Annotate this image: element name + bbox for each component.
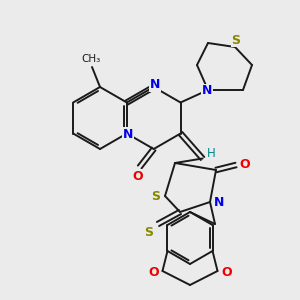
Text: H: H: [207, 147, 216, 160]
Text: N: N: [202, 85, 212, 98]
Text: H: H: [208, 148, 217, 161]
Text: O: O: [132, 169, 143, 182]
Text: CH₃: CH₃: [81, 54, 101, 64]
Text: S: S: [152, 190, 160, 203]
Text: O: O: [221, 266, 232, 280]
Text: N: N: [123, 128, 133, 141]
Text: O: O: [240, 158, 250, 170]
Text: O: O: [148, 266, 159, 280]
Text: N: N: [214, 196, 224, 209]
Text: N: N: [149, 79, 160, 92]
Text: S: S: [232, 34, 241, 46]
Text: S: S: [145, 226, 154, 238]
